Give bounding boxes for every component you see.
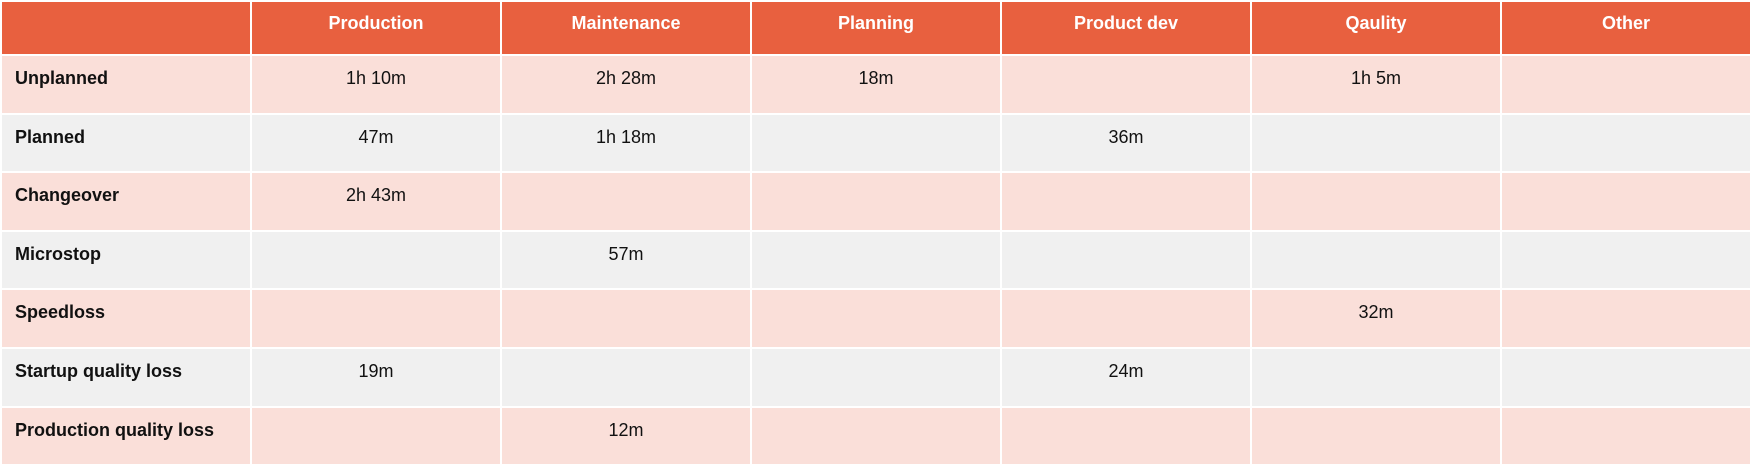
table-row: Changeover 2h 43m [0,171,1750,232]
table-cell: 1h 18m [500,112,752,174]
table-cell: 36m [1000,112,1252,174]
table-row: Unplanned 1h 10m 2h 28m 18m 1h 5m [0,54,1750,115]
table-cell [250,229,502,291]
table-cell [750,288,1002,349]
table-cell [500,346,752,408]
table-cell: 2h 28m [500,54,752,115]
table-cell: 57m [500,229,752,291]
table-cell [1000,54,1252,115]
table-cell [750,405,1002,467]
table-cell: 1h 5m [1250,54,1502,115]
table-cell [250,405,502,467]
table-cell [1500,54,1750,115]
row-label: Production quality loss [0,405,252,467]
corner-cell [0,0,252,56]
table-body: Unplanned 1h 10m 2h 28m 18m 1h 5m Planned 47m 1… [0,54,1750,467]
column-header: Planning [750,0,1002,56]
row-label: Startup quality loss [0,346,252,408]
table-cell [750,112,1002,174]
table-cell [1250,229,1502,291]
row-label: Unplanned [0,54,252,115]
table-cell [1250,112,1502,174]
row-label: Speedloss [0,288,252,349]
table-cell: 2h 43m [250,171,502,232]
table-row: Microstop 57m [0,229,1750,291]
table-cell [1000,171,1252,232]
table-cell [1250,346,1502,408]
table-cell [1500,288,1750,349]
row-label: Planned [0,112,252,174]
table-cell [1250,405,1502,467]
table-row: Startup quality loss 19m 24m [0,346,1750,408]
table-row: Speedloss 32m [0,288,1750,349]
row-label: Microstop [0,229,252,291]
table-head: Production Maintenance Planning Product dev… [0,0,1750,56]
table-cell [1500,346,1750,408]
table-cell: 32m [1250,288,1502,349]
table-cell [500,171,752,232]
table-cell [1500,171,1750,232]
column-header: Qaulity [1250,0,1502,56]
column-header: Production [250,0,502,56]
table-cell [1500,229,1750,291]
table-row: Planned 47m 1h 18m 36m [0,112,1750,174]
table-cell: 19m [250,346,502,408]
table-cell [1500,112,1750,174]
table-cell: 24m [1000,346,1252,408]
table-cell: 47m [250,112,502,174]
table-cell [1000,405,1252,467]
table-cell [750,229,1002,291]
column-header: Other [1500,0,1750,56]
row-label: Changeover [0,171,252,232]
table-row: Production quality loss 12m [0,405,1750,467]
table-cell [1500,405,1750,467]
table-cell [750,346,1002,408]
table-cell: 18m [750,54,1002,115]
table-cell [500,288,752,349]
table-cell: 1h 10m [250,54,502,115]
table-cell: 12m [500,405,752,467]
column-header: Maintenance [500,0,752,56]
table-cell [1000,229,1252,291]
table-cell [250,288,502,349]
table-cell [750,171,1002,232]
table-cell [1000,288,1252,349]
column-header: Product dev [1000,0,1252,56]
header-row: Production Maintenance Planning Product dev… [0,0,1750,56]
table-cell [1250,171,1502,232]
